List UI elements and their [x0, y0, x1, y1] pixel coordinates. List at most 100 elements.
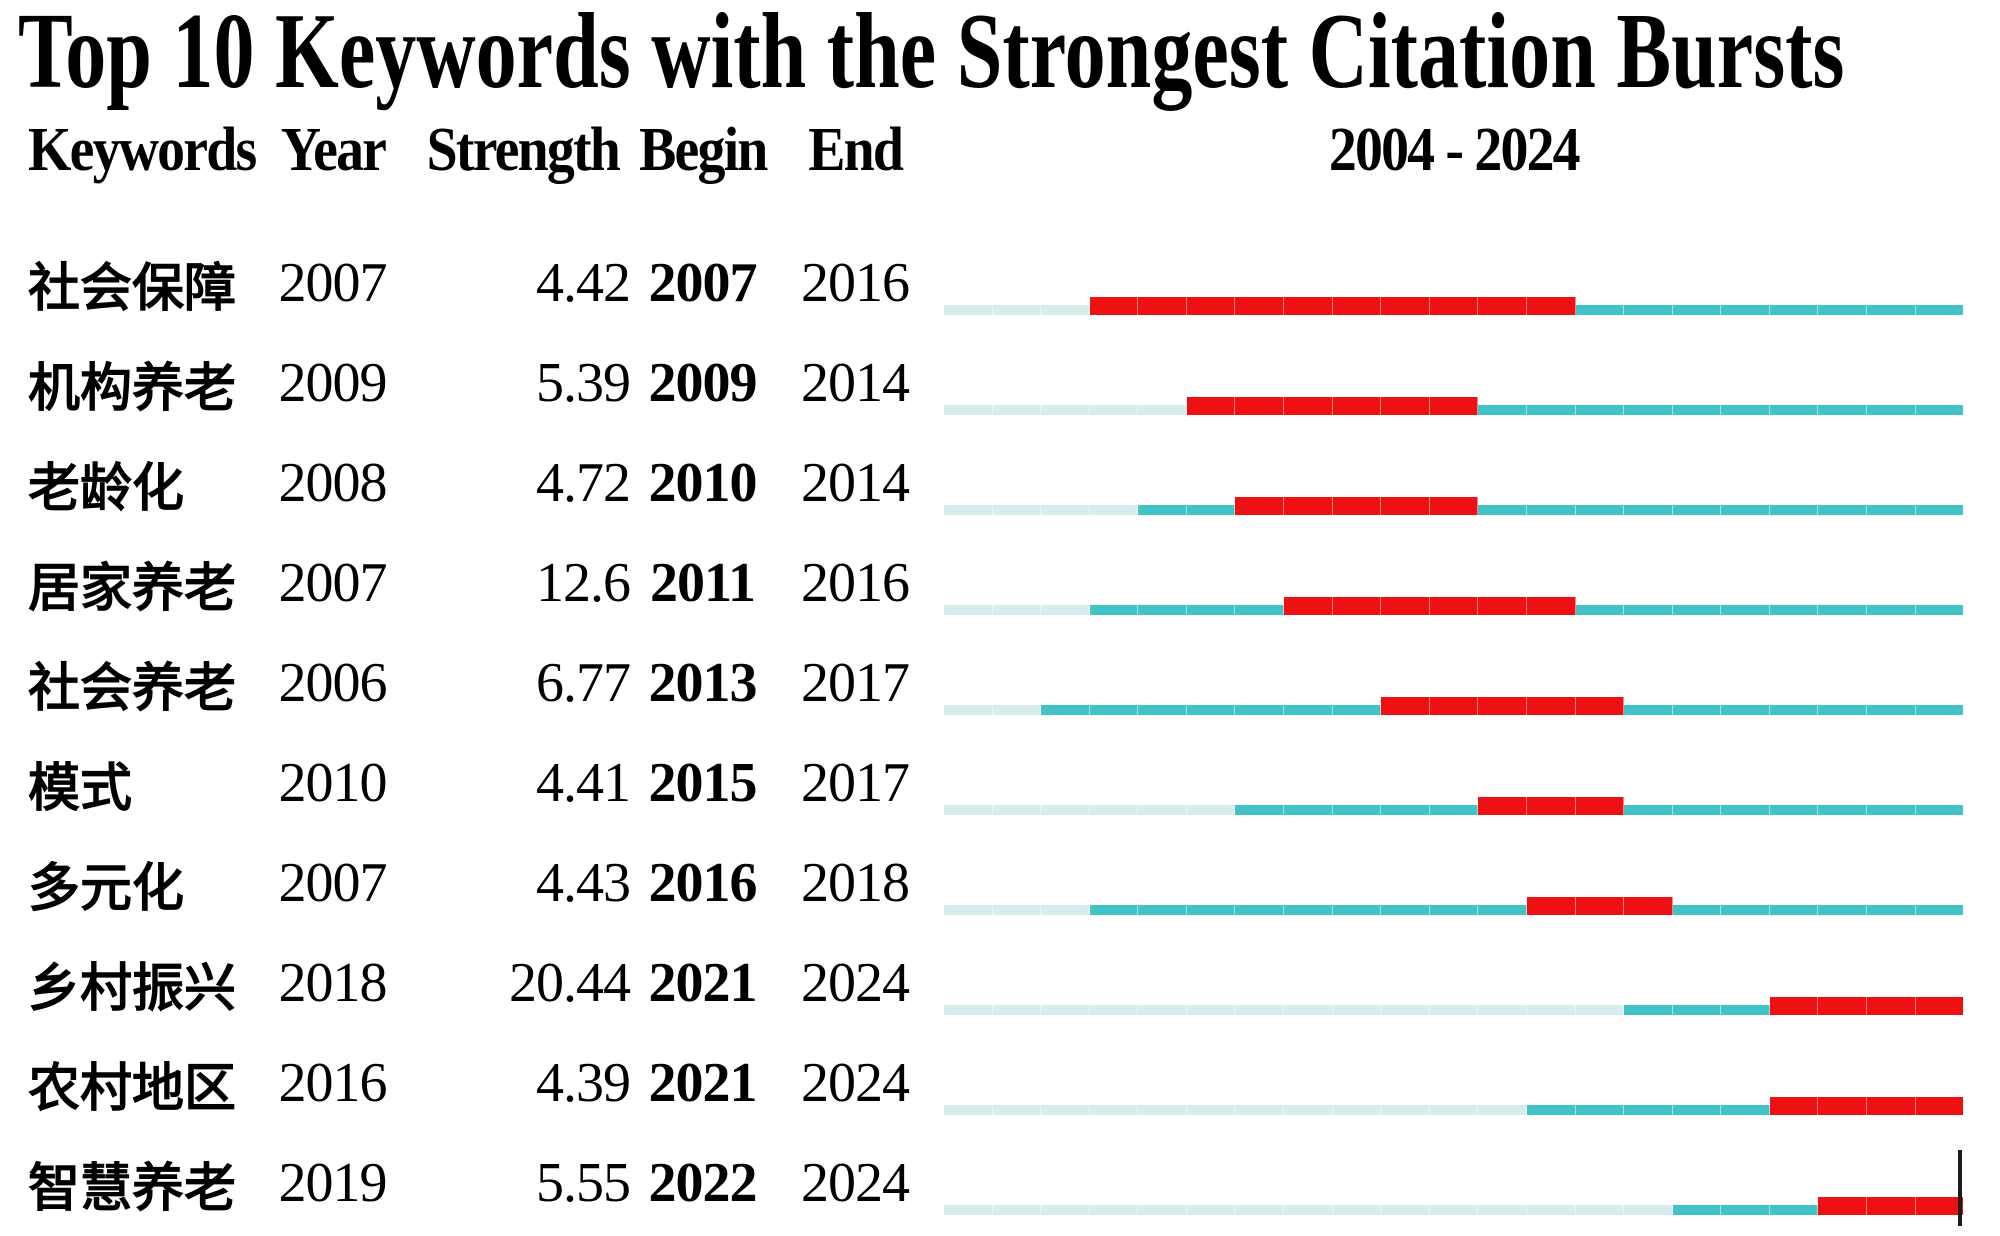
- year-segment-2024-burst: [1915, 1197, 1964, 1215]
- year-segment-2011-burst: [1284, 497, 1333, 515]
- year-segment-2014-burst: [1429, 597, 1479, 615]
- year-segment-2022-burst: [1818, 1097, 1867, 1115]
- burst-timeline-bar: [944, 397, 1964, 415]
- begin-cell: 2016: [648, 852, 758, 914]
- year-cell: 2010: [278, 752, 388, 814]
- timeline-cell: [944, 233, 1964, 333]
- year-segment-2017-inactive: [1575, 1005, 1625, 1015]
- col-header-year: Year: [280, 115, 386, 184]
- year-segment-2016-burst: [1526, 797, 1576, 815]
- year-cell: 2009: [278, 352, 388, 414]
- year-segment-2005-inactive: [992, 305, 1042, 315]
- year-segment-2021-burst: [1769, 997, 1819, 1015]
- year-segment-2013-burst: [1381, 597, 1430, 615]
- year-segment-2013-burst: [1381, 297, 1430, 315]
- year-segment-2021-active: [1769, 505, 1819, 515]
- year-segment-2005-inactive: [992, 405, 1042, 415]
- year-segment-2019-active: [1672, 1205, 1722, 1215]
- year-segment-2005-inactive: [992, 605, 1042, 615]
- year-segment-2024-active: [1915, 805, 1964, 815]
- year-segment-2008-inactive: [1138, 405, 1187, 415]
- year-segment-2016-active: [1526, 505, 1576, 515]
- begin-cell: 2022: [648, 1152, 758, 1214]
- year-segment-2010-active: [1235, 905, 1285, 915]
- end-cell: 2024: [801, 1052, 910, 1114]
- timeline-cell: [944, 733, 1964, 833]
- year-segment-2008-active: [1138, 905, 1187, 915]
- year-segment-2007-inactive: [1089, 505, 1139, 515]
- year-segment-2007-active: [1089, 605, 1139, 615]
- year-segment-2023-active: [1866, 405, 1916, 415]
- year-segment-2016-active: [1526, 405, 1576, 415]
- year-segment-2017-burst: [1575, 697, 1625, 715]
- year-segment-2008-inactive: [1138, 1205, 1187, 1215]
- begin-cell: 2009: [648, 352, 758, 414]
- timeline-cell: [944, 1033, 1964, 1133]
- year-segment-2020-active: [1721, 1105, 1770, 1115]
- begin-cell: 2011: [650, 552, 756, 614]
- year-segment-2016-active: [1526, 1105, 1576, 1115]
- strength-cell: 5.55: [536, 1152, 631, 1214]
- begin-cell: 2013: [648, 652, 758, 714]
- year-segment-2017-burst: [1575, 797, 1625, 815]
- page-title-text: Top 10 Keywords with the Strongest Citat…: [18, 0, 1845, 111]
- strength-cell: 4.43: [536, 852, 631, 914]
- keyword-cell: 模式: [28, 760, 133, 818]
- year-segment-2006-inactive: [1041, 405, 1090, 415]
- keyword-cell: 乡村振兴: [28, 960, 237, 1018]
- year-segment-2007-active: [1089, 905, 1139, 915]
- year-segment-2021-active: [1769, 705, 1819, 715]
- end-cell: 2014: [801, 452, 910, 514]
- keyword-cell: 老龄化: [28, 460, 185, 518]
- year-segment-2016-inactive: [1526, 1205, 1576, 1215]
- page-title: Top 10 Keywords with the Strongest Citat…: [18, 0, 2000, 106]
- year-segment-2012-active: [1332, 705, 1382, 715]
- strength-cell: 4.72: [536, 452, 631, 514]
- year-segment-2022-burst: [1818, 1197, 1867, 1215]
- year-segment-2010-inactive: [1235, 1205, 1285, 1215]
- year-cell: 2008: [278, 452, 388, 514]
- burst-timeline-bar: [944, 1097, 1964, 1115]
- year-segment-2014-burst: [1429, 497, 1479, 515]
- year-segment-2007-inactive: [1089, 1105, 1139, 1115]
- year-segment-2021-active: [1769, 805, 1819, 815]
- keyword-cell: 智慧养老: [28, 1160, 237, 1218]
- end-cell: 2018: [801, 852, 910, 914]
- year-segment-2017-inactive: [1575, 1205, 1625, 1215]
- year-segment-2019-active: [1672, 905, 1722, 915]
- year-segment-2009-burst: [1186, 397, 1236, 415]
- year-segment-2011-active: [1284, 705, 1333, 715]
- year-segment-2019-active: [1672, 405, 1722, 415]
- year-segment-2019-active: [1672, 705, 1722, 715]
- year-cell: 2019: [278, 1152, 388, 1214]
- year-segment-2021-active: [1769, 605, 1819, 615]
- year-segment-2015-inactive: [1478, 1205, 1527, 1215]
- col-header-end: End: [808, 115, 904, 184]
- end-cell: 2017: [801, 652, 910, 714]
- year-segment-2012-burst: [1332, 397, 1382, 415]
- end-cell: 2017: [801, 752, 910, 814]
- year-segment-2022-active: [1818, 905, 1867, 915]
- year-segment-2011-burst: [1284, 297, 1333, 315]
- begin-cell: 2007: [648, 252, 758, 314]
- year-segment-2009-burst: [1186, 297, 1236, 315]
- year-segment-2005-inactive: [992, 1005, 1042, 1015]
- burst-timeline-bar: [944, 297, 1964, 315]
- year-segment-2005-inactive: [992, 1105, 1042, 1115]
- strength-cell: 4.42: [536, 252, 631, 314]
- year-segment-2017-active: [1575, 505, 1625, 515]
- year-segment-2009-inactive: [1186, 1005, 1236, 1015]
- year-segment-2008-burst: [1138, 297, 1187, 315]
- year-segment-2014-active: [1429, 905, 1479, 915]
- table-row: 智慧养老 2019 5.55 2022 2024: [0, 1133, 2000, 1233]
- year-segment-2011-active: [1284, 905, 1333, 915]
- year-segment-2012-burst: [1332, 497, 1382, 515]
- begin-cell: 2021: [648, 952, 758, 1014]
- year-segment-2023-active: [1866, 505, 1916, 515]
- cursor-artifact: [1958, 1150, 1962, 1226]
- year-segment-2024-active: [1915, 905, 1964, 915]
- year-segment-2024-active: [1915, 305, 1964, 315]
- table-row: 老龄化 2008 4.72 2010 2014: [0, 433, 2000, 533]
- year-segment-2018-active: [1624, 1105, 1673, 1115]
- year-segment-2007-inactive: [1089, 405, 1139, 415]
